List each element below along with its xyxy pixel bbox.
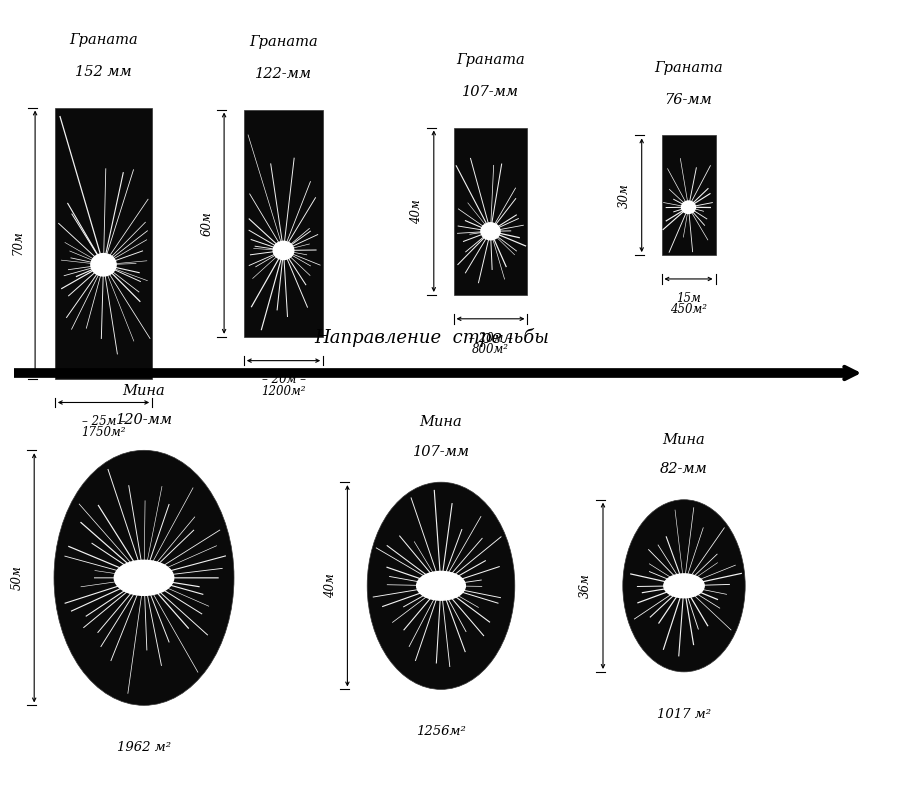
Text: Направление  стрельбы: Направление стрельбы (315, 328, 549, 347)
Text: 40м: 40м (324, 573, 337, 599)
Ellipse shape (114, 560, 174, 595)
Text: Граната: Граната (69, 33, 138, 47)
Ellipse shape (417, 571, 465, 600)
Text: 120-мм: 120-мм (115, 413, 173, 427)
Ellipse shape (91, 253, 116, 276)
Text: 60м: 60м (201, 210, 213, 236)
Ellipse shape (54, 450, 234, 705)
Text: 82-мм: 82-мм (660, 462, 708, 477)
Text: 122-мм: 122-мм (255, 67, 312, 80)
Text: 800м²: 800м² (472, 343, 509, 355)
Text: 1962 м²: 1962 м² (117, 741, 171, 754)
Text: 107-мм: 107-мм (462, 84, 519, 99)
Ellipse shape (367, 482, 515, 689)
Text: 40м: 40м (410, 198, 423, 224)
Text: 30м: 30м (618, 183, 631, 208)
Text: – 25м –: – 25м – (82, 415, 125, 428)
Text: Граната: Граната (249, 35, 318, 49)
Text: 36м: 36м (580, 573, 592, 599)
Text: 50м: 50м (11, 565, 23, 591)
Text: 1256м²: 1256м² (416, 725, 466, 738)
Bar (244, 110, 323, 337)
Text: Мина: Мина (122, 383, 166, 398)
Bar (454, 128, 527, 295)
Text: Граната: Граната (654, 61, 723, 75)
Text: Мина: Мина (419, 415, 463, 430)
Bar (55, 108, 152, 379)
Text: 76-мм: 76-мм (664, 92, 713, 107)
Bar (662, 135, 716, 255)
Text: – 20м –: – 20м – (262, 373, 305, 387)
Ellipse shape (623, 500, 745, 672)
Text: Мина: Мина (662, 433, 706, 447)
Ellipse shape (481, 223, 500, 240)
Text: 152 мм: 152 мм (76, 65, 131, 79)
Text: 1200м²: 1200м² (261, 385, 306, 398)
Text: Граната: Граната (456, 53, 525, 67)
Text: – 20м –: – 20м – (469, 332, 512, 344)
Text: 1750м²: 1750м² (81, 426, 126, 439)
Text: 70м: 70м (12, 230, 24, 256)
Text: 1017 м²: 1017 м² (657, 708, 711, 720)
Ellipse shape (664, 574, 704, 598)
Text: 450м²: 450м² (670, 303, 707, 316)
Ellipse shape (274, 241, 293, 260)
Text: 15м: 15м (676, 292, 701, 304)
Text: 107-мм: 107-мм (412, 445, 470, 459)
Ellipse shape (681, 201, 696, 214)
